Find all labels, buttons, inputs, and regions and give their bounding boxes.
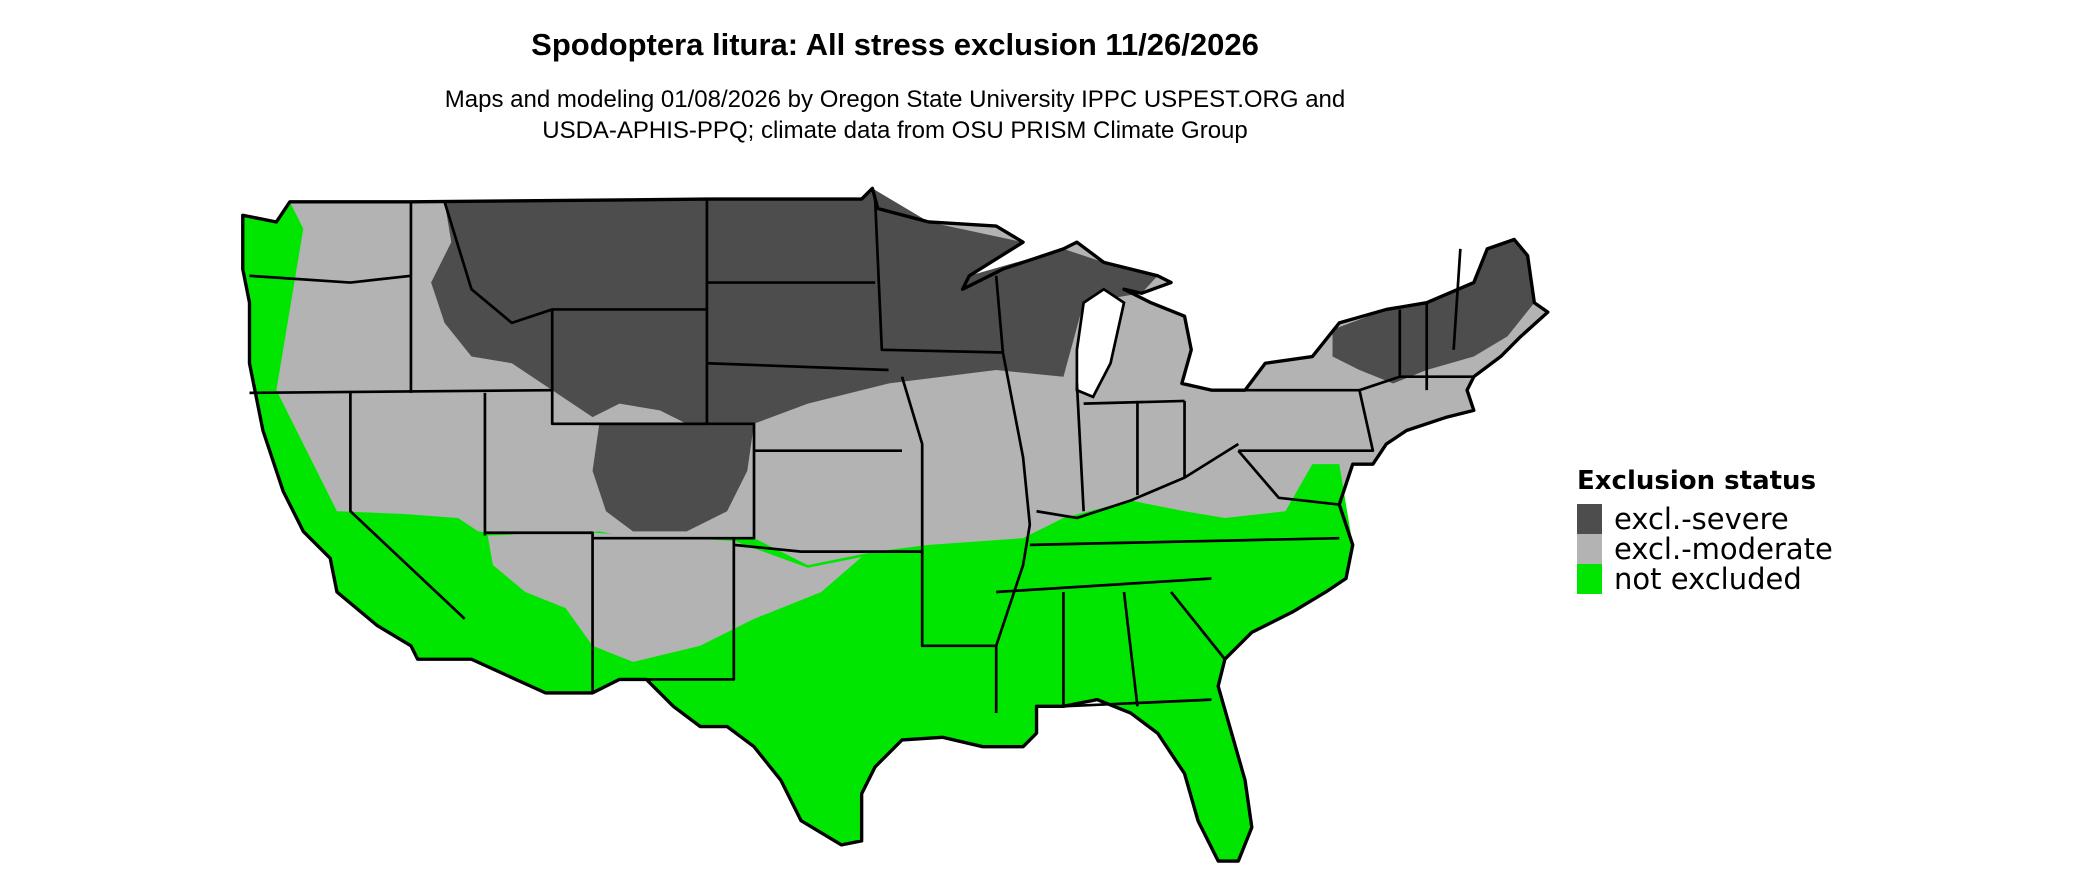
legend-label: not excluded [1614,562,1802,596]
legend-label: excl.-severe [1614,502,1789,536]
region-not-excluded [242,201,1353,862]
legend-swatch-excl-moderate [1577,534,1602,564]
legend-swatch-not-excluded [1577,564,1602,594]
legend-title: Exclusion status [1577,466,1817,496]
legend-item-excl-moderate: excl.-moderate [1577,534,1833,564]
region-excl-moderate-southwest [487,532,862,662]
legend-item-not-excluded: not excluded [1577,564,1833,594]
region-excl-severe-rockies [592,423,755,532]
legend-label: excl.-moderate [1614,532,1833,566]
legend: Exclusion status excl.-severe excl.-mode… [1577,466,1833,594]
state-borders [249,199,1474,714]
lake-michigan [1075,287,1126,399]
legend-item-excl-severe: excl.-severe [1577,504,1833,534]
us-outline [241,186,1550,863]
map-subtitle-line-1: Maps and modeling 01/08/2026 by Oregon S… [444,86,1346,113]
legend-swatch-excl-severe [1577,504,1602,534]
map-subtitle-line-2: USDA-APHIS-PPQ; climate data from OSU PR… [542,117,1248,144]
region-excl-severe-north [431,188,1158,431]
region-excl-severe-northeast [1332,239,1535,384]
map-title: Spodoptera litura: All stress exclusion … [531,27,1259,62]
